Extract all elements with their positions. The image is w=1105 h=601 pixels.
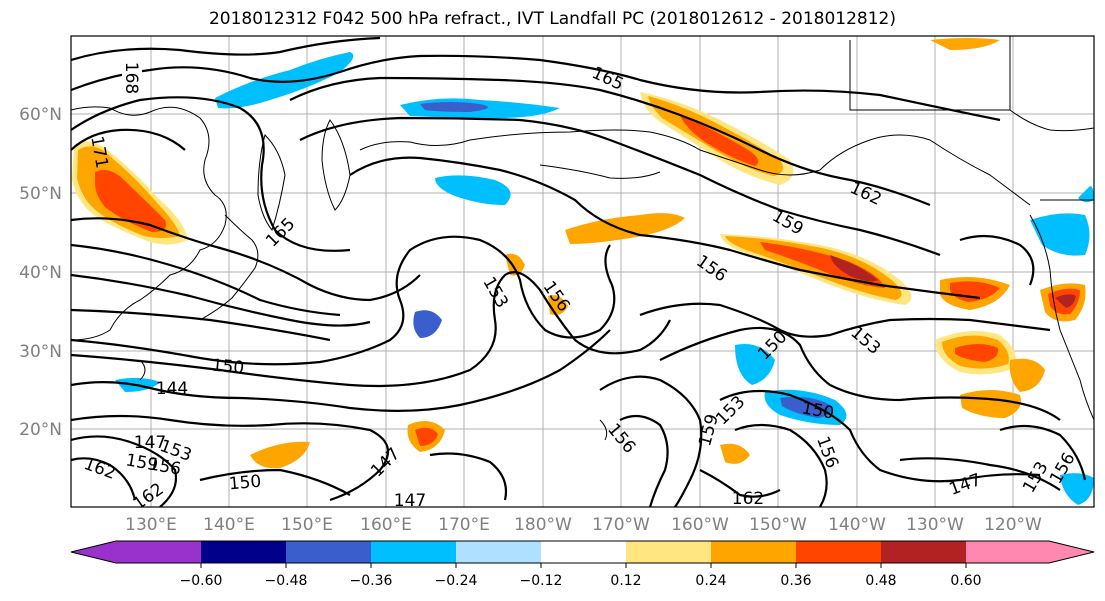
- colorbar-tick-label: −0.24: [435, 573, 478, 589]
- colorbar-segment: [371, 541, 457, 563]
- colorbar-tick-label: −0.60: [180, 573, 223, 589]
- map-border: [70, 35, 1095, 508]
- colorbar-segment: [626, 541, 712, 563]
- contour-label: 147: [394, 491, 426, 511]
- colorbar-segment: [286, 541, 372, 563]
- colorbar-segment: [116, 541, 202, 563]
- colorbar-ticks: [200, 563, 967, 568]
- colorbar-segment: [201, 541, 287, 563]
- coastlines: [71, 36, 1094, 441]
- lon-label: 120°W: [984, 515, 1042, 535]
- lon-label: 130°W: [906, 515, 964, 535]
- contour-label: 150: [228, 472, 262, 495]
- latitude-labels: 60°N 50°N 40°N 30°N 20°N: [19, 105, 62, 440]
- lon-label: 180°W: [514, 515, 572, 535]
- colorbar: −0.60 −0.48 −0.36 −0.24 −0.12 0.12 0.24 …: [70, 540, 1095, 589]
- colorbar-tick-label: 0.48: [865, 573, 896, 589]
- colorbar-extend-high: [1049, 541, 1094, 563]
- contour-labels: 168 165 171 165 162 159 156 153 150 144 …: [81, 58, 1080, 511]
- colorbar-tick-label: 0.12: [610, 573, 641, 589]
- colorbar-segment: [796, 541, 882, 563]
- colorbar-tick-label: 0.36: [780, 573, 811, 589]
- colorbar-segment: [966, 541, 1049, 563]
- contour-label: 168: [121, 62, 141, 94]
- lon-label: 170°E: [438, 515, 490, 535]
- colorbar-outline: [70, 540, 1095, 564]
- colorbar-tick-label: −0.36: [350, 573, 393, 589]
- lat-label: 40°N: [19, 263, 62, 283]
- lon-label: 160°W: [671, 515, 729, 535]
- map-title: 2018012312 F042 500 hPa refract., IVT La…: [208, 9, 896, 29]
- lat-label: 60°N: [19, 105, 62, 125]
- shaded-anomalies: [72, 38, 1094, 505]
- lon-label: 150°E: [281, 515, 333, 535]
- colorbar-tick-label: 0.60: [950, 573, 981, 589]
- lon-label: 140°W: [828, 515, 886, 535]
- height-contours: [71, 36, 1087, 507]
- colorbar-segment: [881, 541, 967, 563]
- lat-label: 50°N: [19, 184, 62, 204]
- colorbar-tick-label: 0.24: [695, 573, 726, 589]
- contour-label: 162: [732, 489, 764, 509]
- longitude-labels: 130°E 140°E 150°E 160°E 170°E 180°W 170°…: [125, 515, 1042, 535]
- lat-label: 30°N: [19, 342, 62, 362]
- lon-label: 130°E: [125, 515, 177, 535]
- contour-label: 150: [211, 356, 245, 379]
- lon-label: 170°W: [592, 515, 650, 535]
- lon-label: 140°E: [203, 515, 255, 535]
- contour-label: 144: [156, 379, 188, 399]
- colorbar-extend-low: [71, 541, 116, 563]
- lat-label: 20°N: [19, 420, 62, 440]
- colorbar-segment: [711, 541, 797, 563]
- colorbar-segment: [541, 541, 627, 563]
- lon-label: 150°W: [749, 515, 807, 535]
- colorbar-tick-label: −0.12: [520, 573, 563, 589]
- colorbar-segment: [456, 541, 542, 563]
- colorbar-tick-label: −0.48: [265, 573, 308, 589]
- lon-label: 160°E: [360, 515, 412, 535]
- contour-label: 147: [134, 433, 166, 453]
